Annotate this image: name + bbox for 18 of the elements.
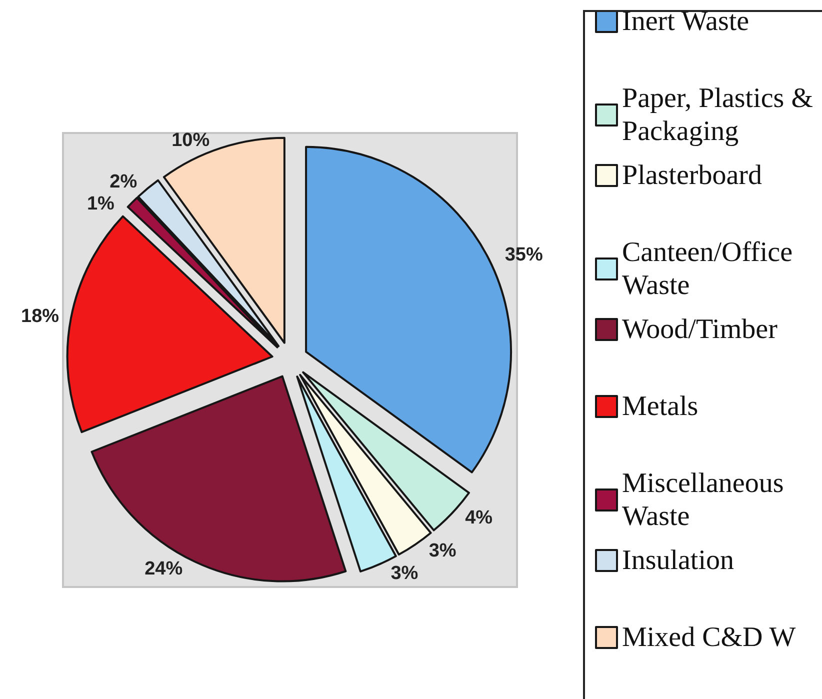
legend-label: Plasterboard <box>622 160 762 191</box>
legend-label: Mixed C&D W <box>622 622 796 653</box>
data-label: 3% <box>390 563 418 584</box>
legend-label: Inert Waste <box>622 6 750 37</box>
data-label: 35% <box>504 244 543 266</box>
legend-label: Paper, Plastics & Packaging <box>622 83 820 147</box>
data-label: 24% <box>144 558 183 580</box>
legend-label: Wood/Timber <box>622 314 778 345</box>
data-label: 18% <box>20 306 60 328</box>
data-label: 1% <box>86 194 115 215</box>
legend-label: Canteen/Office Waste <box>622 237 800 301</box>
data-label: 3% <box>428 540 456 562</box>
data-label: 2% <box>110 172 138 193</box>
legend-label: Miscellaneous Waste <box>622 468 791 532</box>
data-label: 10% <box>172 130 210 151</box>
legend-label: Insulation <box>622 545 734 576</box>
data-label: 4% <box>465 508 493 529</box>
legend-label: Metals <box>622 391 698 422</box>
